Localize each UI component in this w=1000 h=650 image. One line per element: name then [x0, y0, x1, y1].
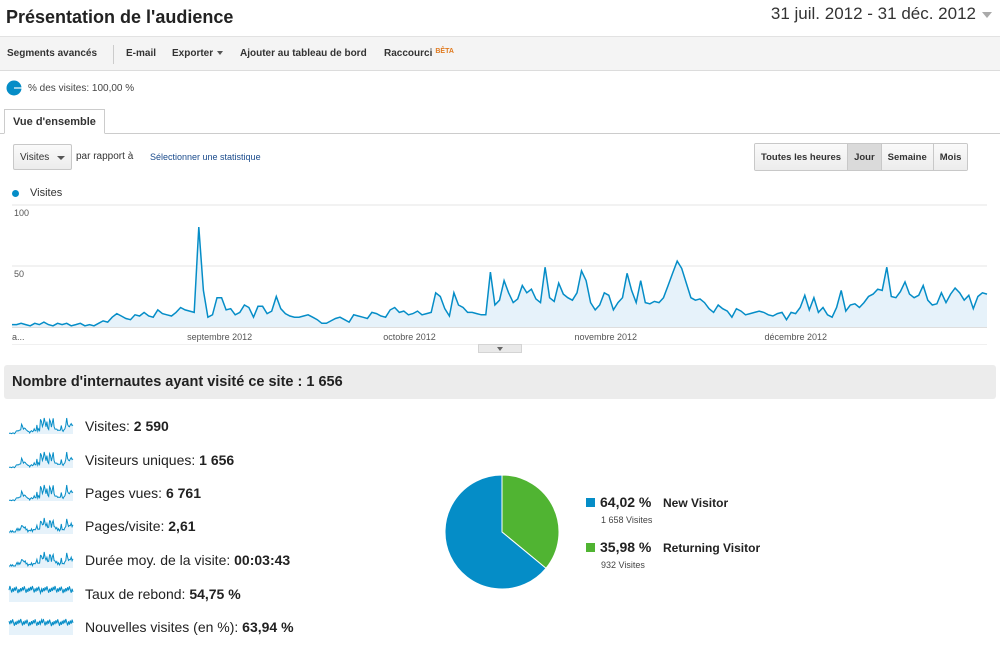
- granularity-switch: Toutes les heures Jour Semaine Mois: [754, 143, 969, 171]
- x-tick-label: septembre 2012: [187, 332, 252, 342]
- report-header: Présentation de l'audience 31 juil. 2012…: [0, 0, 1000, 36]
- stat-label: Durée moy. de la visite: 00:03:43: [85, 552, 291, 568]
- sparkline-line: [8, 585, 74, 596]
- summary-bar: Nombre d'internautes ayant visité ce sit…: [4, 365, 996, 399]
- stat-label: Pages/visite: 2,61: [85, 518, 196, 534]
- stat-pageviews: Pages vues: 6 761: [8, 481, 408, 503]
- legend-swatch: [586, 543, 595, 552]
- segment-label: % des visites: 100,00 %: [28, 83, 135, 94]
- visits-chart: 100 50 a... septembre 2012 octobre 2012 novem…: [12, 204, 988, 345]
- page-title: Présentation de l'audience: [6, 7, 234, 27]
- export-button[interactable]: Exporter: [172, 48, 224, 59]
- add-to-dashboard-button[interactable]: Ajouter au tableau de bord: [240, 48, 367, 59]
- pie-slice-new-visitor[interactable]: [444, 474, 547, 590]
- series-line-visits[interactable]: [12, 226, 988, 327]
- granularity-hourly-button[interactable]: Toutes les heures: [755, 144, 849, 170]
- stat-label: Visiteurs uniques: 1 656: [85, 452, 235, 468]
- stat-avg-duration: Durée moy. de la visite: 00:03:43: [8, 548, 408, 570]
- y-tick-label: 100: [14, 208, 29, 218]
- chevron-down-icon: [57, 156, 65, 160]
- legend-label: Visites: [30, 187, 63, 199]
- x-tick-label: a...: [12, 332, 25, 342]
- toolbar-divider: [113, 45, 114, 64]
- sparkline-area: [9, 586, 73, 602]
- legend-dot: [12, 190, 19, 197]
- summary-headline: Nombre d'internautes ayant visité ce sit…: [12, 374, 343, 390]
- chart-expand-handle[interactable]: [478, 344, 522, 353]
- sparkline-line: [9, 451, 74, 469]
- pie-name: New Visitor: [663, 496, 729, 510]
- pie-sub: 1 658 Visites: [601, 515, 653, 525]
- stat-visits: Visites: 2 590: [8, 414, 408, 436]
- sparkline-line: [9, 417, 74, 435]
- legend-swatch: [586, 498, 595, 507]
- granularity-month-button[interactable]: Mois: [933, 144, 968, 170]
- tab-overview[interactable]: Vue d'ensemble: [4, 109, 105, 134]
- stat-label: Taux de rebond: 54,75 %: [85, 586, 241, 602]
- granularity-week-button[interactable]: Semaine: [881, 144, 934, 170]
- date-range-picker[interactable]: 31 juil. 2012 - 31 déc. 2012: [770, 4, 976, 23]
- stat-pages-per-visit: Pages/visite: 2,61: [8, 514, 408, 536]
- stat-label: Visites: 2 590: [85, 418, 169, 434]
- stat-value: 54,75 %: [189, 586, 241, 602]
- shortcut-label: Raccourci: [384, 48, 433, 59]
- stat-label: Nouvelles visites (en %): 63,94 %: [85, 619, 294, 635]
- pie-sub: 932 Visites: [601, 560, 645, 570]
- series-area: [12, 227, 987, 327]
- sparkline[interactable]: [8, 548, 76, 570]
- stat-bounce-rate: Taux de rebond: 54,75 %: [8, 582, 408, 604]
- metric-select[interactable]: Visites: [13, 144, 72, 170]
- y-tick-label: 50: [14, 269, 24, 279]
- stat-unique-visitors: Visiteurs uniques: 1 656: [8, 448, 408, 470]
- chevron-down-icon: [497, 347, 503, 351]
- pie-pct: 64,02 %: [600, 494, 652, 510]
- x-tick-label: novembre 2012: [575, 332, 638, 342]
- sparkline-line: [9, 484, 74, 502]
- stat-value: 63,94 %: [242, 619, 294, 635]
- sparkline[interactable]: [8, 414, 76, 436]
- segment-pie-icon: [6, 80, 22, 96]
- sparkline[interactable]: [8, 448, 76, 470]
- report-toolbar: Segments avancés E-mail Exporter Ajouter…: [0, 36, 1000, 71]
- sparkline[interactable]: [8, 582, 76, 604]
- email-button[interactable]: E-mail: [126, 48, 157, 59]
- granularity-day-button[interactable]: Jour: [848, 144, 882, 170]
- pie-slice-returning-visitor[interactable]: [501, 474, 560, 569]
- sparkline-line: [8, 551, 74, 568]
- sparkline-line: [8, 617, 74, 627]
- pie-pct: 35,98 %: [600, 539, 652, 555]
- sparkline-line: [8, 517, 74, 534]
- stat-value: 2,61: [168, 518, 196, 534]
- stat-label: Pages vues: 6 761: [85, 485, 201, 501]
- chevron-down-icon[interactable]: [982, 12, 992, 18]
- stat-new-visits: Nouvelles visites (en %): 63,94 %: [8, 615, 408, 637]
- chevron-down-icon: [217, 51, 224, 56]
- stat-value: 1 656: [199, 452, 235, 468]
- sparkline-area: [9, 552, 73, 568]
- x-tick-label: décembre 2012: [764, 332, 827, 342]
- stat-value: 6 761: [165, 485, 201, 501]
- x-tick-label: octobre 2012: [383, 332, 436, 342]
- pie-name: Returning Visitor: [663, 541, 761, 555]
- visitor-type-pie: [444, 474, 560, 590]
- stat-value: 00:03:43: [234, 552, 291, 568]
- stat-value: 2 590: [133, 418, 169, 434]
- sparkline-area: [9, 518, 73, 534]
- beta-badge: BÊTA: [435, 48, 454, 55]
- compare-label: par rapport à: [76, 151, 134, 162]
- select-metric-link[interactable]: Sélectionner une statistique: [150, 152, 261, 162]
- advanced-segments-button[interactable]: Segments avancés: [7, 48, 98, 59]
- metric-select-value: Visites: [20, 152, 50, 163]
- tab-bar: Vue d'ensemble: [0, 109, 1000, 134]
- sparkline[interactable]: [8, 615, 76, 637]
- export-label: Exporter: [172, 48, 214, 59]
- sparkline[interactable]: [8, 481, 76, 503]
- shortcut-button[interactable]: Raccourci BÊTA: [384, 48, 454, 59]
- sparkline[interactable]: [8, 514, 76, 536]
